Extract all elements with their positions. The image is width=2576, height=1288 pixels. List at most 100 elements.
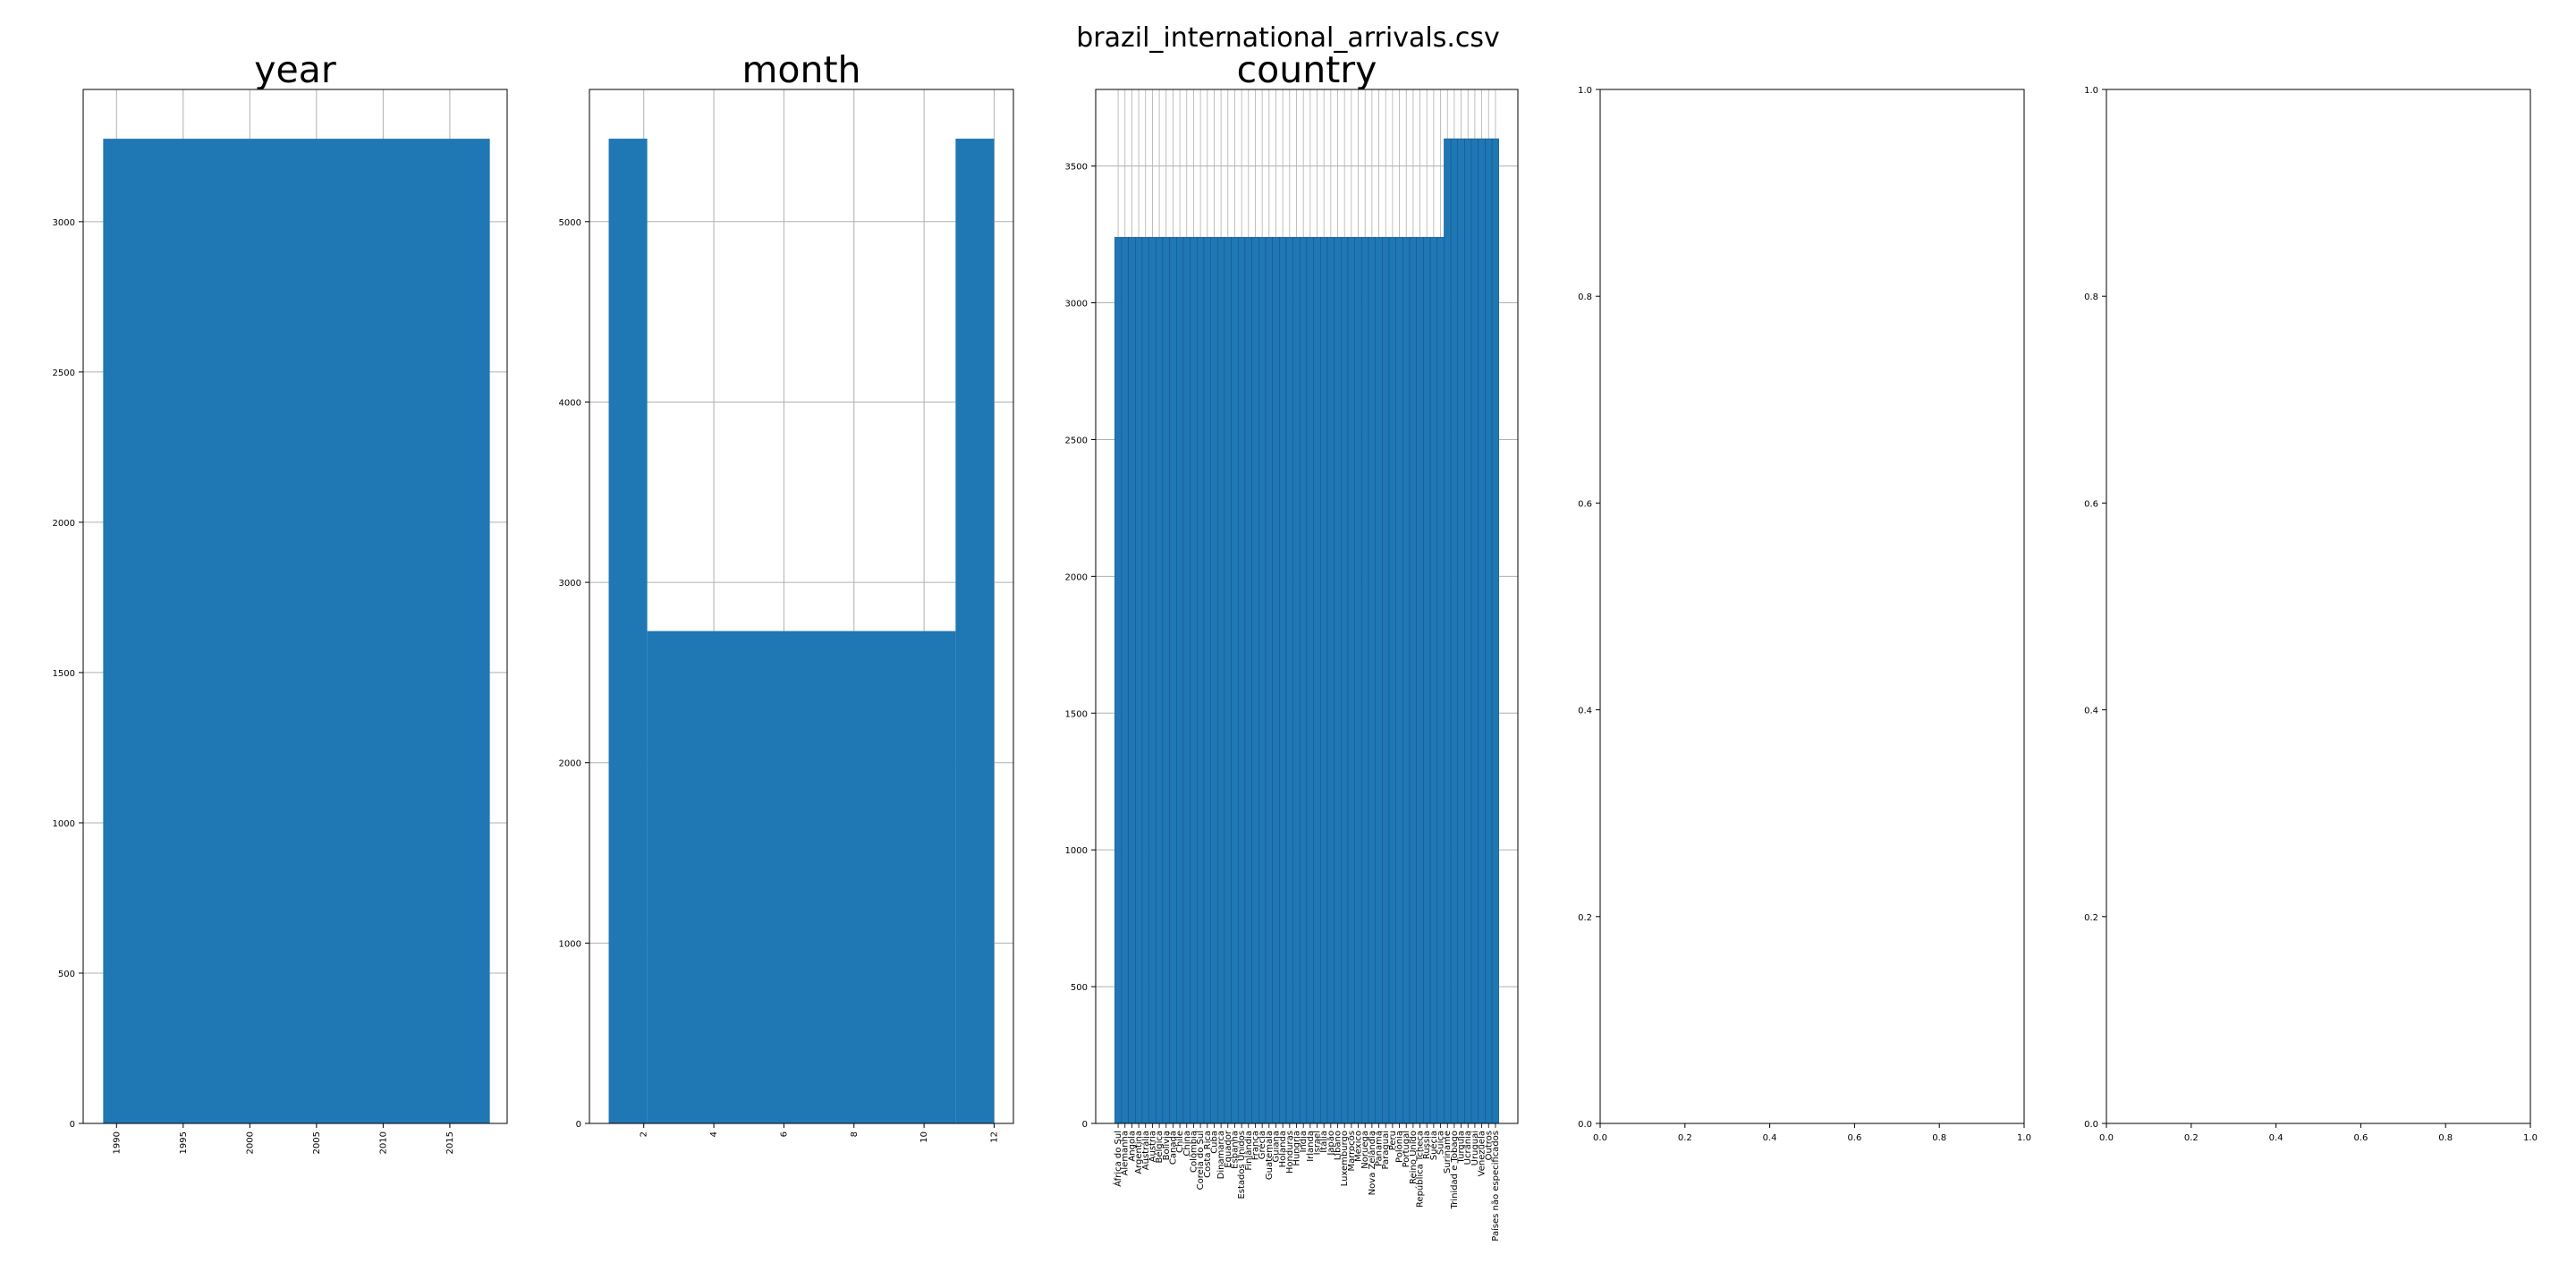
x-tick-label-venezuela: Venezuela (1478, 1131, 1487, 1176)
empty-axes-panel-1: 0.0 0.2 0.4 0.6 0.8 1.0 0.0 0.2 0.4 0.6 0.8 1.0 (1578, 86, 2031, 1143)
bar-coreia-do-sul (1197, 236, 1205, 1124)
x-tick-label-mexico: México (1353, 1131, 1364, 1162)
x-tick-label-0-8: 0.8 (2438, 1133, 2453, 1143)
bar-cuba (1210, 236, 1218, 1124)
bar-suica (1436, 236, 1445, 1124)
y-tick-label-0-4: 0.4 (2084, 707, 2098, 716)
x-tick-label-luxemburgo: Luxemburgo (1340, 1131, 1350, 1186)
bar-peru (1388, 236, 1396, 1124)
y-tick-label-0-2: 0.2 (2084, 913, 2098, 923)
bar-belgica (1156, 236, 1164, 1124)
x-tick-label-paises-nao-especificados: Países não especificados (1490, 1131, 1501, 1241)
x-tick-label-0-2: 0.2 (2184, 1133, 2199, 1143)
axes-frame (1599, 89, 2025, 1124)
bar-costa-rica (1203, 236, 1211, 1124)
bar-turquia (1457, 138, 1465, 1124)
y-tick-label-0-6: 0.6 (1578, 499, 1592, 509)
x-tick-label-israel: Israel (1313, 1131, 1323, 1155)
bars (608, 139, 995, 1124)
x-tick-label-libano: Líbano (1333, 1131, 1343, 1160)
x-tick-label-chile: Chile (1175, 1131, 1185, 1153)
x-tick-label-peru: Peru (1388, 1131, 1398, 1150)
x-tick-label-outros: Outros (1484, 1131, 1494, 1160)
bar-paises-nao-especificados (1491, 138, 1499, 1124)
panel-title-country: country (1237, 48, 1377, 91)
bar-irlanda (1306, 236, 1314, 1124)
bar-argentina (1135, 236, 1143, 1124)
bar-paraguai (1382, 236, 1390, 1124)
y-tick-label-1000: 1000 (53, 819, 75, 829)
x-tick-label-coreia-do-sul: Coreia do Sul (1196, 1131, 1206, 1190)
country-histogram-panel: África do SulAlemanhaAngolaArgentinaAust… (1065, 48, 1519, 1241)
empty-axes-panel-2: 0.0 0.2 0.4 0.6 0.8 1.0 0.0 0.2 0.4 0.6 0.8 1.0 (2084, 86, 2538, 1143)
x-tick-label-franca: França (1250, 1131, 1260, 1160)
x-tick-label-1-0: 1.0 (2017, 1133, 2031, 1143)
x-tick-label-colombia: Colômbia (1188, 1131, 1199, 1173)
x-tick-label-turquia: Turquia (1457, 1131, 1467, 1164)
x-tick-label-4: 4 (709, 1131, 719, 1137)
x-tick-label-1990: 1990 (112, 1131, 122, 1154)
x-tick-label-2005: 2005 (312, 1131, 322, 1154)
y-tick-label-1500: 1500 (53, 669, 75, 679)
bar-china (1182, 236, 1191, 1124)
x-tick-label-2015: 2015 (445, 1131, 455, 1154)
y-tick-label-5000: 5000 (559, 218, 581, 228)
bar-polonia (1395, 236, 1403, 1124)
y-tick-label-3000: 3000 (53, 218, 75, 228)
bar-colombia (1190, 236, 1198, 1124)
x-tick-label-australia: Austrália (1140, 1131, 1151, 1170)
bar-alemanha (1121, 236, 1129, 1124)
bar-panama (1375, 236, 1383, 1124)
bar-guatemala (1265, 236, 1273, 1124)
panel-title-year: year (254, 48, 336, 91)
x-tick-label-argentina: Argentina (1134, 1131, 1144, 1174)
bar-holanda (1279, 236, 1287, 1124)
y-tick-label-0-0: 0.0 (2084, 1120, 2098, 1130)
y-tick-label-0: 0 (70, 1120, 75, 1130)
x-tick-label-2: 2 (640, 1131, 649, 1137)
bar-italia (1320, 236, 1328, 1124)
x-tick-label-republica-tcheca: República Tcheca (1415, 1131, 1426, 1208)
x-tick-label-0-6: 0.6 (1847, 1133, 1861, 1143)
x-tick-label-2000: 2000 (245, 1131, 255, 1154)
bar-republica-tcheca (1416, 236, 1424, 1124)
x-tick-label-ucrania: Ucrânia (1462, 1131, 1473, 1165)
bar-angola (1128, 236, 1136, 1124)
y-tick-label-500: 500 (58, 970, 75, 979)
bar-trinidad-e-tobago (1450, 138, 1458, 1124)
bar-bin-1 (608, 139, 648, 1124)
axes-frame (82, 89, 508, 1124)
bar-reino-unido (1409, 236, 1417, 1124)
bar-bin-3 (955, 139, 995, 1124)
bar-austria (1148, 236, 1157, 1124)
bar-luxemburgo (1341, 236, 1349, 1124)
y-tick-label-0: 0 (576, 1120, 581, 1130)
x-tick-label-austria: Áustria (1146, 1131, 1157, 1162)
year-histogram-panel: 1990 1995 2000 2005 2010 2015 0 500 1000 1500 2000… (53, 48, 508, 1154)
bar-honduras (1285, 236, 1293, 1124)
x-tick-label-10: 10 (919, 1131, 929, 1143)
y-tick-label-2500: 2500 (53, 369, 75, 378)
x-tick-label-bolivia: Bolívia (1161, 1131, 1172, 1160)
bar-japao (1326, 236, 1335, 1124)
bar-portugal (1402, 236, 1411, 1124)
bar-bin-2 (647, 631, 956, 1123)
bar-russia (1423, 236, 1431, 1124)
y-tick-label-2000: 2000 (559, 759, 581, 769)
bar-india (1300, 236, 1308, 1124)
y-tick-label-0-4: 0.4 (1578, 707, 1592, 716)
y-tick-label-1500: 1500 (1065, 709, 1088, 719)
bar-guiana (1272, 236, 1280, 1124)
x-tick-label-japao: Japão (1326, 1131, 1336, 1157)
x-tick-label-guiana: Guiana (1271, 1131, 1281, 1162)
x-tick-label-costa-rica: Costa Rica (1203, 1131, 1213, 1178)
y-tick-label-4000: 4000 (559, 398, 581, 408)
bar-hungria (1292, 236, 1301, 1124)
panel-title-month: month (741, 48, 860, 91)
x-tick-label-0-2: 0.2 (1678, 1133, 1692, 1143)
x-tick-label-hungria: Hungria (1292, 1131, 1301, 1166)
x-tick-label-6: 6 (779, 1131, 789, 1137)
bar-israel (1313, 236, 1321, 1124)
y-tick-label-3000: 3000 (1065, 300, 1088, 309)
